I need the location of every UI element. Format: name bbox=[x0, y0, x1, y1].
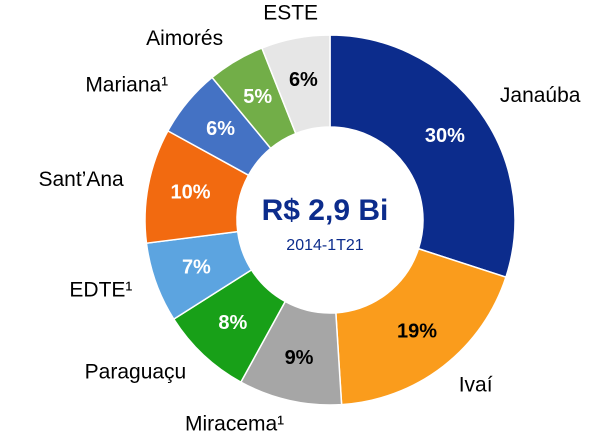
category-label: Mariana¹ bbox=[85, 74, 168, 97]
value-label: 7% bbox=[182, 256, 211, 278]
center-subtitle: 2014-1T21 bbox=[286, 237, 363, 254]
category-label: Sant’Ana bbox=[38, 168, 124, 191]
category-label: Janaúba bbox=[500, 84, 581, 107]
category-label: Miracema¹ bbox=[185, 412, 284, 435]
donut-hole bbox=[237, 127, 423, 313]
category-label: Aimorés bbox=[146, 27, 223, 50]
category-label: Ivaí bbox=[459, 373, 493, 396]
value-label: 19% bbox=[397, 320, 437, 342]
category-label: EDTE¹ bbox=[69, 279, 132, 302]
value-label: 30% bbox=[425, 125, 465, 147]
value-label: 5% bbox=[243, 86, 272, 108]
value-label: 10% bbox=[170, 182, 210, 204]
center-title: R$ 2,9 Bi bbox=[262, 194, 389, 227]
value-label: 6% bbox=[289, 69, 318, 91]
value-label: 6% bbox=[206, 118, 235, 140]
category-label: Paraguaçu bbox=[85, 361, 187, 384]
value-label: 8% bbox=[218, 312, 247, 334]
category-label: ESTE bbox=[263, 1, 318, 24]
value-label: 9% bbox=[285, 347, 314, 369]
